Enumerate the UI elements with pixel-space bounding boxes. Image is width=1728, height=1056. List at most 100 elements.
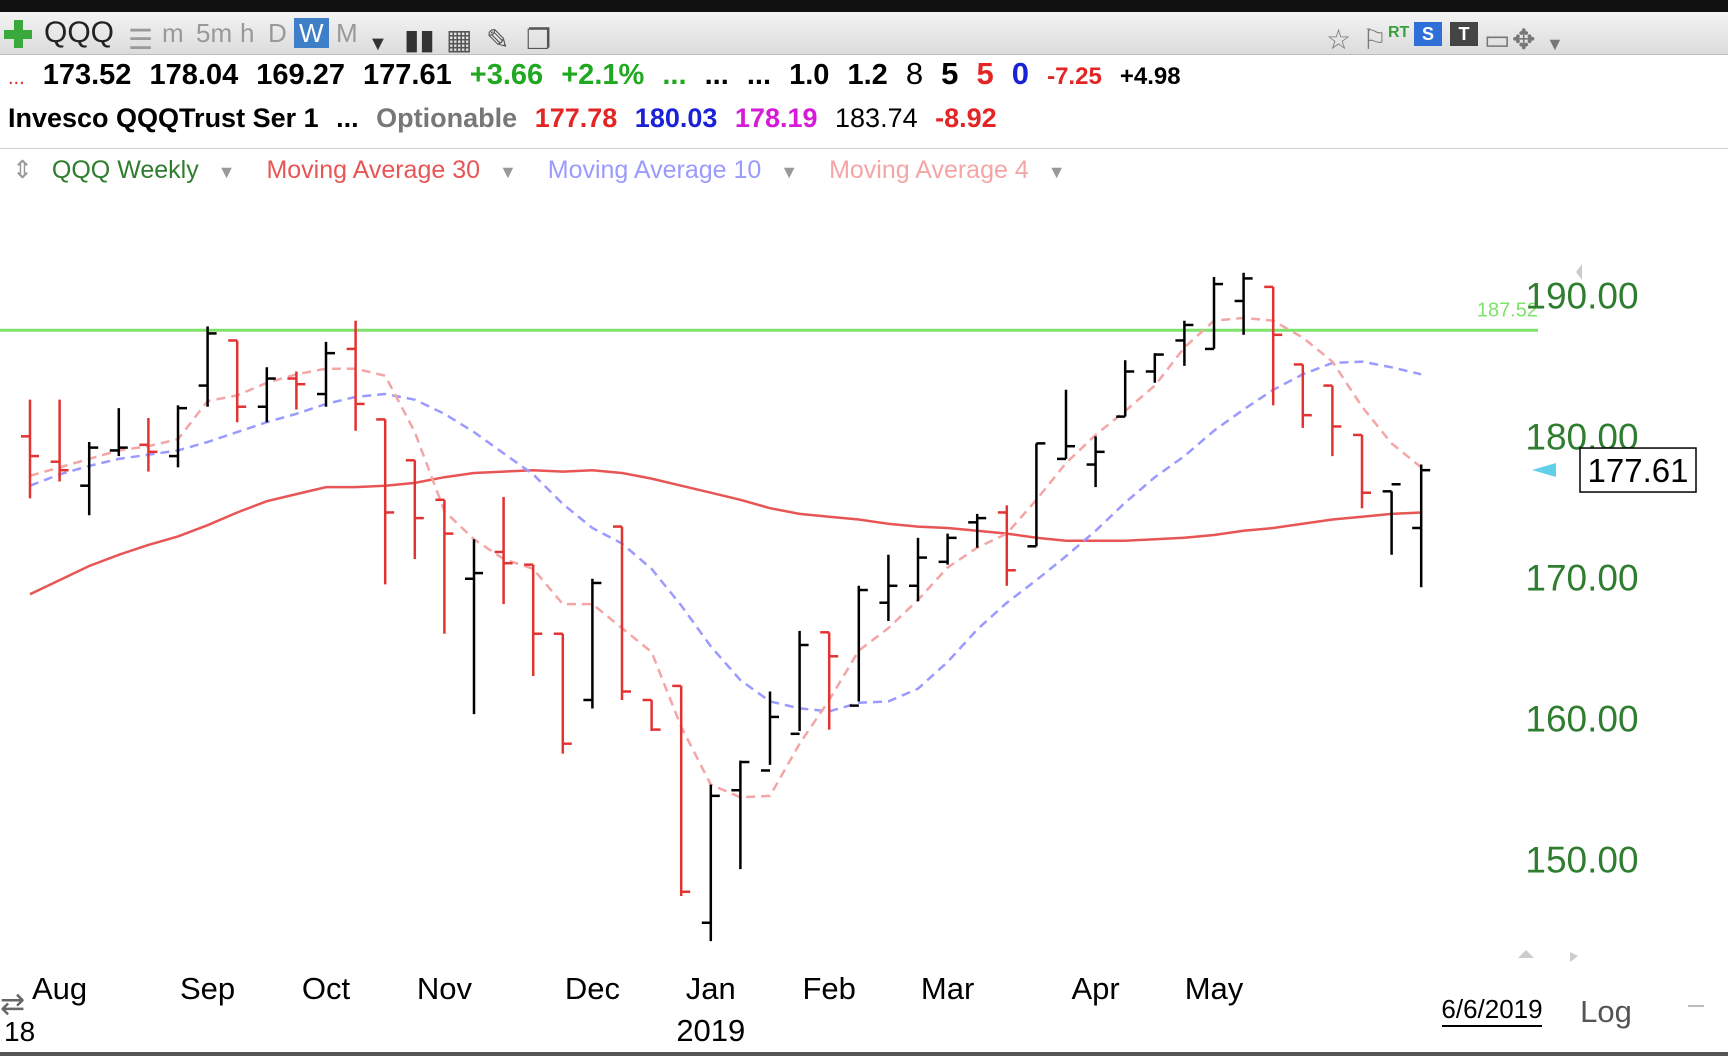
ohlc-bar <box>50 399 69 482</box>
quote-line: ... 173.52 178.04 169.27 177.61 +3.66 +2… <box>8 54 1191 94</box>
interval-w[interactable]: W <box>294 18 329 48</box>
legend-ma4[interactable]: Moving Average 4 ▼ <box>829 156 1077 184</box>
legend-series-dropdown-icon[interactable]: ▼ <box>217 162 236 182</box>
x-month-label: Feb <box>802 971 855 1006</box>
legend-ma4-label: Moving Average 4 <box>829 156 1029 184</box>
ohlc-bar <box>1323 384 1342 457</box>
diff-value: -8.92 <box>935 103 997 133</box>
ohlc-bar <box>909 537 927 602</box>
ohlc-bar <box>997 505 1016 586</box>
flag-icon[interactable]: ⚐ <box>1362 24 1388 55</box>
legend-series[interactable]: QQQ Weekly ▼ <box>52 156 248 184</box>
legend-ma30-dropdown-icon[interactable]: ▼ <box>498 162 517 182</box>
legend-ma10[interactable]: Moving Average 10 ▼ <box>548 156 810 184</box>
ohlc-bar <box>583 578 602 709</box>
interval-h[interactable]: h <box>240 18 255 48</box>
extra-value: 183.74 <box>835 103 918 133</box>
pos-value: +4.98 <box>1119 63 1181 90</box>
security-name: Invesco QQQTrust Ser 1 <box>8 103 319 133</box>
ohlc-bar <box>879 554 898 622</box>
ohlc-bar <box>1205 277 1223 351</box>
interval-d[interactable]: D <box>268 18 287 48</box>
ma4-line <box>29 316 1422 799</box>
table-grid-icon[interactable]: ▦ <box>446 24 473 55</box>
x-month-label: Apr <box>1071 971 1119 1006</box>
pencil-draw-icon[interactable]: ✎ <box>486 24 510 55</box>
y-tick-label: 160.00 <box>1525 698 1638 739</box>
last-price-label: 177.61 <box>1588 452 1689 489</box>
legend-ma4-dropdown-icon[interactable]: ▼ <box>1047 162 1066 182</box>
move-crosshair-icon[interactable]: ✥ <box>1512 24 1536 55</box>
close-value: 177.61 <box>363 59 452 91</box>
ohlc-bar <box>1086 436 1105 488</box>
menu-dropdown-icon[interactable]: ▼ <box>1546 34 1564 54</box>
trade-badge[interactable]: T <box>1450 22 1478 46</box>
ohlc-bar <box>1382 483 1401 555</box>
scroll-left-icon <box>1576 264 1582 280</box>
y-tick-label: 150.00 <box>1525 839 1638 880</box>
value-1: 1.0 <box>789 59 830 91</box>
favorite-star-icon[interactable]: ☆ <box>1326 24 1352 55</box>
ohlc-bar <box>1234 272 1253 335</box>
x-month-label: Nov <box>417 971 473 1006</box>
reference-lines: 187.52 <box>0 299 1538 332</box>
ohlc-bar <box>1145 353 1164 383</box>
quote-dots-3: ... <box>746 59 771 91</box>
change-value: +3.66 <box>469 59 544 91</box>
ohlc-bar <box>346 320 365 431</box>
ohlc-bar <box>1264 285 1283 406</box>
ohlc-bar <box>968 513 987 548</box>
ohlc-bar <box>761 691 779 772</box>
high-value: 178.04 <box>149 59 239 91</box>
ohlc-bar <box>672 684 691 896</box>
window-top-border <box>0 0 1728 12</box>
last-price-box <box>1579 447 1697 493</box>
legend-ma30-label: Moving Average 30 <box>266 156 481 184</box>
ohlc-bar <box>21 399 39 499</box>
ohlc-bar <box>731 760 750 870</box>
value-2: 1.2 <box>847 59 888 91</box>
hline-label: 187.52 <box>1477 299 1538 321</box>
interval-dropdown-icon[interactable]: ▼ <box>368 33 388 55</box>
current-date-label: 6/6/2019 <box>1441 994 1542 1024</box>
log-scale-toggle[interactable]: Log <box>1580 994 1632 1029</box>
header-separator <box>0 148 1728 149</box>
legend-ma10-label: Moving Average 10 <box>547 156 762 184</box>
snapshot-badge[interactable]: S <box>1414 22 1442 46</box>
x-month-label: Aug <box>32 971 87 1006</box>
optionable-label: Optionable <box>376 103 518 133</box>
x-month-label: Dec <box>565 971 620 1006</box>
symbol-field[interactable]: QQQ <box>44 16 115 49</box>
ohlc-bar <box>820 631 839 730</box>
ohlc-bar <box>553 632 572 754</box>
digit-2: 5 <box>941 56 959 91</box>
legend-sort-icon[interactable]: ⇕ <box>12 156 33 184</box>
interval-m[interactable]: m <box>162 18 184 48</box>
realtime-badge[interactable]: RT <box>1388 24 1410 41</box>
interval-m-monthly[interactable]: M <box>336 18 358 48</box>
interval-5m[interactable]: 5m <box>196 18 233 48</box>
ohlc-bar <box>1293 363 1312 428</box>
legend-ma10-dropdown-icon[interactable]: ▼ <box>780 162 799 182</box>
digit-1: 8 <box>905 56 924 91</box>
list-icon[interactable]: ☰ <box>128 24 154 55</box>
bar-style-icon[interactable]: ▮▮ <box>404 24 435 55</box>
ohlc-bar <box>169 405 187 468</box>
legend-ma30[interactable]: Moving Average 30 ▼ <box>266 156 528 184</box>
ohlc-bar <box>1353 433 1371 509</box>
scroll-up-icon <box>1518 950 1534 958</box>
quote-dots-2: ... <box>704 59 729 91</box>
sync-arrows-icon: ⇄ <box>0 987 25 1022</box>
info-line: Invesco QQQTrust Ser 1 ... Optionable 17… <box>8 98 1007 138</box>
add-symbol-icon[interactable] <box>4 20 32 48</box>
scroll-right-icon <box>1570 952 1578 962</box>
ohlc-bar <box>849 585 868 707</box>
ohlc-bar <box>790 630 809 736</box>
window-icon[interactable]: ▭ <box>1484 24 1511 55</box>
ohlc-bar <box>465 539 483 715</box>
ohlc-bar <box>938 533 957 565</box>
copy-window-icon[interactable]: ❐ <box>526 24 552 55</box>
x-month-label: May <box>1185 971 1244 1006</box>
ohlc-bar <box>1412 464 1431 588</box>
